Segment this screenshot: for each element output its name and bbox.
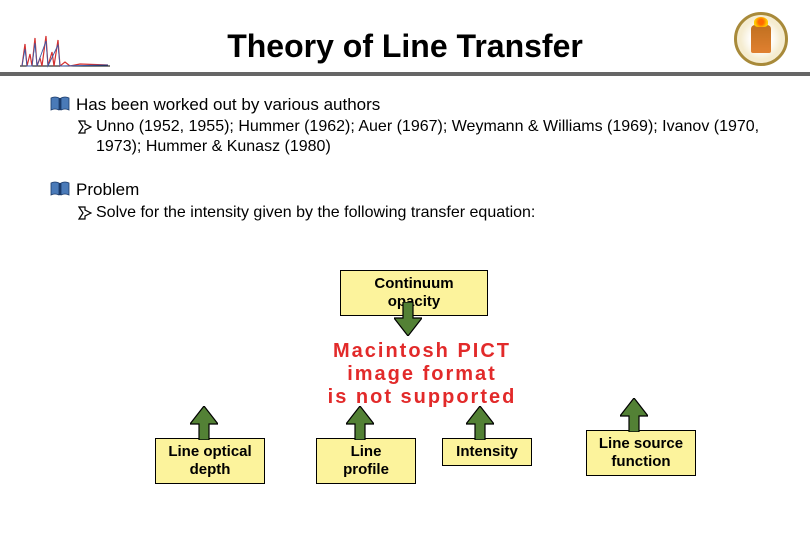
box-line-profile: Line profile <box>316 438 416 484</box>
sub-authors-text: Unno (1952, 1955); Hummer (1962); Auer (… <box>96 117 770 157</box>
bullet-authors-label: Has been worked out by various authors <box>76 94 380 115</box>
box-label: Line profile <box>327 443 405 479</box>
sub-arrow-icon <box>78 206 92 220</box>
arrow-up-icon <box>466 406 494 440</box>
sub-problem: Solve for the intensity given by the fol… <box>78 203 770 223</box>
institute-seal-icon <box>734 12 788 66</box>
book-icon <box>50 96 70 112</box>
arrow-up-icon <box>620 398 648 432</box>
box-line-source-function: Line source function <box>586 430 696 476</box>
arrow-up-icon <box>190 406 218 440</box>
slide-header: Theory of Line Transfer <box>0 0 810 76</box>
box-label: Intensity <box>456 443 518 461</box>
diagram-area: Continuum opacity Line optical depth Lin… <box>0 258 810 518</box>
bullet-authors: Has been worked out by various authors <box>50 94 770 115</box>
box-line-optical-depth: Line optical depth <box>155 438 265 484</box>
box-label: Line optical depth <box>168 443 251 479</box>
sub-arrow-icon <box>78 120 92 134</box>
arrow-up-icon <box>346 406 374 440</box>
bullet-problem: Problem <box>50 179 770 200</box>
box-intensity: Intensity <box>442 438 532 466</box>
bullet-problem-label: Problem <box>76 179 139 200</box>
sub-problem-text: Solve for the intensity given by the fol… <box>96 203 535 223</box>
sub-authors: Unno (1952, 1955); Hummer (1962); Auer (… <box>78 117 770 157</box>
spectrum-icon <box>20 34 110 68</box>
arrow-down-icon <box>394 302 422 336</box>
book-icon <box>50 181 70 197</box>
box-label: Line source function <box>599 435 683 471</box>
slide-title: Theory of Line Transfer <box>0 8 810 65</box>
slide-content: Has been worked out by various authors U… <box>0 76 810 223</box>
pict-placeholder-text: Macintosh PICT image format is not suppo… <box>302 340 542 409</box>
